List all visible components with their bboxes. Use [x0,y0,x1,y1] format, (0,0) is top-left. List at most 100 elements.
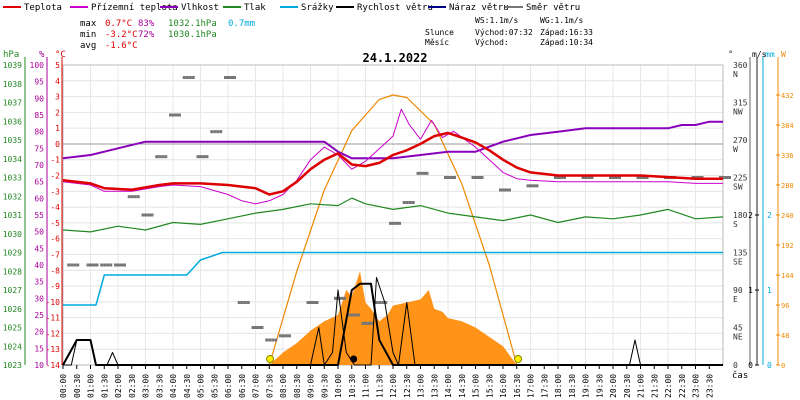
humidity-tick-label: 100 [30,61,45,70]
wind-direction-point [340,296,343,300]
wind-direction-point [609,176,612,179]
stat-humidity: 72% [138,30,155,40]
x-tick-label: 09:00 [307,374,316,398]
x-tick-label: 21:30 [650,374,659,398]
wind-direction-point [398,221,401,225]
wind-direction-point [453,176,456,179]
wind-direction-point [76,263,80,267]
x-tick-label: 14:30 [458,374,467,398]
rain-tick-label: 2 [767,211,772,220]
pressure-tick-label: 1039 [3,61,22,70]
x-tick-label: 17:00 [527,374,536,398]
wind-direction-point [416,171,420,175]
pressure-tick-label: 1029 [3,249,22,258]
stat-row-label: avg [80,41,96,51]
wind-direction-point [268,338,272,342]
humidity-axis-unit: % [39,50,45,60]
rain-axis-unit: mm [765,50,775,59]
temperature-tick-label: -9 [50,282,60,291]
pressure-tick-label: 1037 [3,99,22,108]
sunset-time: Západ:16:33 [540,28,593,37]
wind-direction-point [260,326,264,329]
legend-label: Teplota [24,3,62,13]
humidity-tick-label: 80 [34,128,44,137]
wind-direction-point [361,321,365,325]
x-tick-label: 07:30 [265,374,274,398]
stat-pressure: 1032.1hPa [168,19,217,29]
wind-direction-point [618,176,621,179]
wind-direction-point [246,301,250,304]
wind-direction-point [73,263,77,267]
pressure-tick-label: 1030 [3,230,22,239]
wind-direction-point [636,176,640,179]
wind-direction-point [89,263,93,267]
wind-direction-point [117,263,120,267]
direction-tick-label: 90 [733,286,743,295]
wind-direction-point [615,176,618,179]
pressure-tick-label: 1033 [3,174,22,183]
direction-cardinal-label: NW [733,108,743,117]
moon-label: Měsíc [425,38,449,47]
wind-direction-point [554,176,557,179]
wind-direction-point [210,130,214,134]
x-tick-label: 00:00 [59,374,68,398]
wind-direction-point [237,301,241,304]
wind-direction-point [581,176,585,179]
pressure-tick-label: 1031 [3,211,22,220]
stat-pressure: 1030.1hPa [168,30,217,40]
direction-tick-label: 0 [733,361,738,370]
wind-direction-point [532,184,536,188]
x-tick-label: 15:30 [485,374,494,398]
pressure-tick-label: 1025 [3,324,22,333]
temperature-tick-label: -12 [46,329,61,338]
temperature-axis-unit: °C [55,50,66,60]
wind-direction-point [722,176,725,179]
direction-tick-label: 315 [733,99,748,108]
temperature-tick-label: 5 [55,61,60,70]
wind-direction-point [191,76,195,79]
pressure-tick-label: 1023 [3,361,22,370]
stat-row-label: min [80,30,96,40]
wind-direction-point [178,113,181,117]
solar-tick-label: 0 [781,362,785,370]
temperature-tick-label: -10 [46,298,61,307]
wind-direction-point [103,263,107,267]
x-tick-label: 13:00 [417,374,426,398]
wind-direction-point [350,313,354,317]
legend-label: Směr větru [526,3,580,13]
temperature-series-line [62,131,723,196]
wind-direction-point [334,296,337,300]
x-tick-label: 18:30 [568,374,577,398]
humidity-tick-label: 70 [34,161,44,170]
direction-tick-label: 270 [733,136,748,145]
humidity-tick-label: 25 [34,311,44,320]
x-tick-label: 05:00 [197,374,206,398]
x-tick-label: 02:00 [114,374,123,398]
direction-cardinal-label: S [733,220,738,229]
wind-direction-point [213,130,217,134]
x-tick-label: 15:00 [472,374,481,398]
wind-direction-point [450,176,453,179]
stat-row-label: max [80,19,97,29]
solar-axis-unit: W [781,50,786,59]
wind-direction-point [95,263,99,267]
wind-direction-point [205,155,209,159]
wind-direction-point [227,76,230,79]
wind-direction-point [285,334,288,338]
wind-direction-point [254,326,258,329]
x-tick-label: 16:30 [513,374,522,398]
wind-direction-point [233,76,236,79]
wind-gust-info: WG:1.1m/s [540,16,584,25]
solar-max-curve [268,94,518,366]
temperature-tick-label: -13 [46,345,61,354]
wind-direction-point [642,176,646,179]
wind-direction-point [347,313,351,317]
wind-direction-point [265,338,269,342]
temperature-tick-label: -8 [50,266,60,275]
wind-direction-point [395,221,398,225]
stat-temperature: -3.2°C [105,30,138,40]
humidity-tick-label: 40 [34,261,44,270]
wind-direction-point [196,155,200,159]
wind-direction-point [120,263,123,267]
x-tick-label: 16:00 [499,374,508,398]
